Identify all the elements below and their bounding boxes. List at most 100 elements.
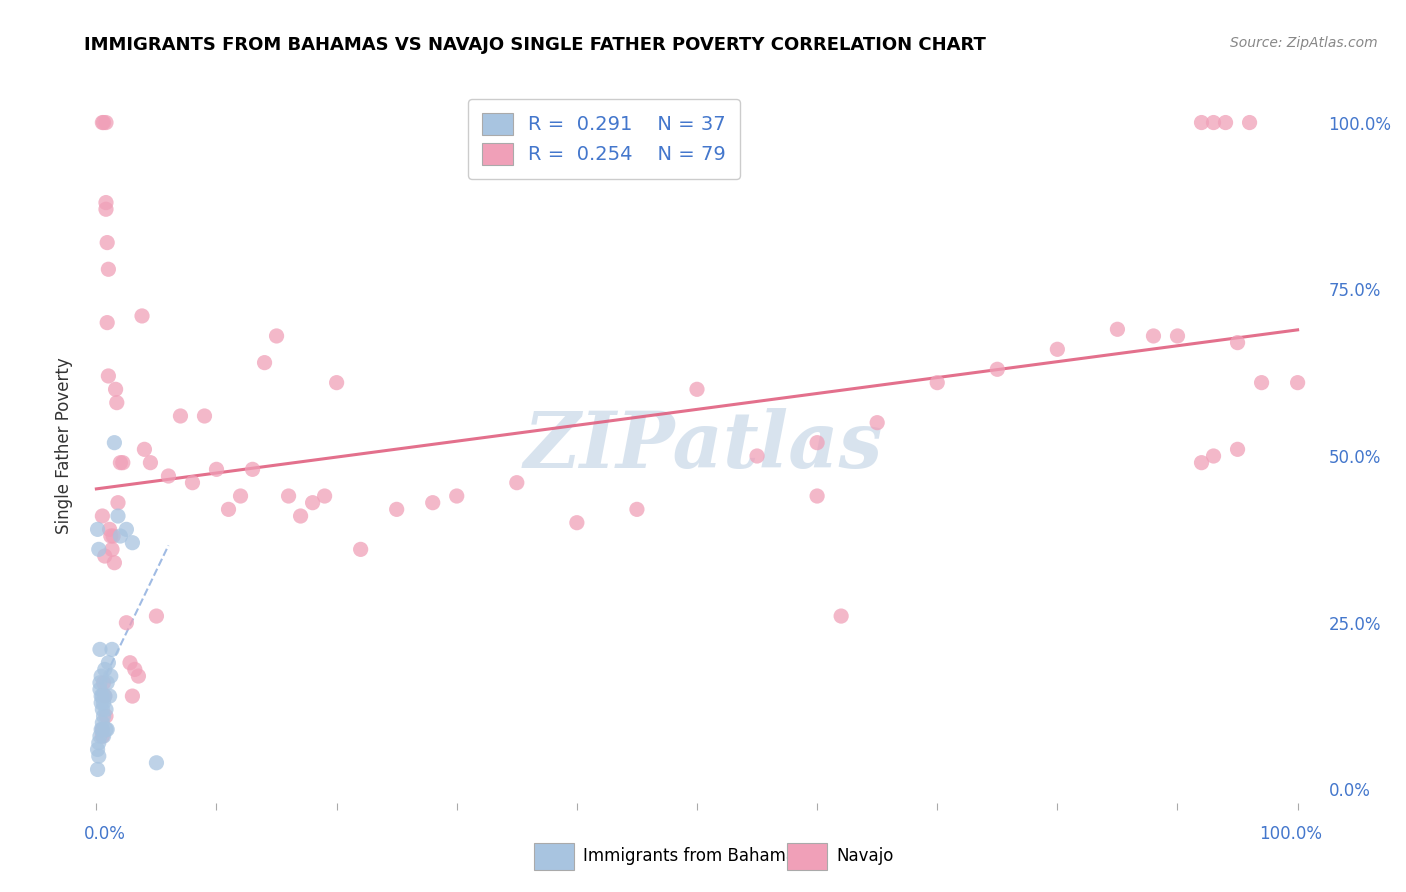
Point — [110, 529, 132, 543]
Point — [90, 723, 112, 737]
Point — [86, 742, 108, 756]
Point — [866, 416, 889, 430]
Point — [91, 509, 114, 524]
Point — [91, 689, 114, 703]
Point — [1046, 343, 1069, 357]
Point — [1250, 376, 1272, 390]
Point — [115, 522, 138, 536]
Point — [87, 542, 110, 557]
Point — [94, 723, 117, 737]
Point — [110, 456, 132, 470]
Point — [94, 549, 117, 563]
Point — [94, 689, 117, 703]
Point — [1239, 115, 1261, 129]
Point — [806, 435, 828, 450]
Point — [86, 522, 108, 536]
Point — [121, 689, 143, 703]
Point — [745, 449, 768, 463]
Y-axis label: Single Father Poverty: Single Father Poverty — [55, 358, 73, 534]
Point — [565, 516, 588, 530]
Point — [325, 376, 347, 390]
Point — [1226, 335, 1249, 350]
Point — [91, 723, 114, 737]
Point — [139, 456, 162, 470]
Point — [385, 502, 408, 516]
Point — [131, 309, 153, 323]
Point — [181, 475, 204, 490]
Point — [101, 542, 124, 557]
Text: 100.0%: 100.0% — [1258, 825, 1322, 843]
Point — [806, 489, 828, 503]
Text: Navajo: Navajo — [837, 847, 894, 865]
Point — [98, 522, 121, 536]
Point — [89, 675, 111, 690]
Point — [1286, 376, 1309, 390]
Point — [314, 489, 336, 503]
Point — [118, 656, 141, 670]
Point — [94, 115, 117, 129]
Point — [290, 509, 312, 524]
Legend: R =  0.291    N = 37, R =  0.254    N = 79: R = 0.291 N = 37, R = 0.254 N = 79 — [468, 99, 740, 178]
Point — [422, 496, 444, 510]
Point — [97, 262, 120, 277]
Point — [157, 469, 180, 483]
Point — [350, 542, 373, 557]
Point — [91, 115, 114, 129]
Point — [145, 756, 167, 770]
Point — [218, 502, 240, 516]
Point — [97, 656, 120, 670]
Point — [229, 489, 252, 503]
Point — [1191, 456, 1213, 470]
Point — [1215, 115, 1237, 129]
Point — [96, 723, 118, 737]
Point — [100, 529, 122, 543]
Point — [1107, 322, 1129, 336]
Point — [242, 462, 264, 476]
Point — [277, 489, 299, 503]
Point — [626, 502, 648, 516]
Point — [94, 202, 117, 217]
Point — [87, 736, 110, 750]
Point — [93, 729, 115, 743]
Point — [105, 395, 128, 409]
Point — [205, 462, 228, 476]
Point — [94, 662, 117, 676]
Point — [87, 749, 110, 764]
Point — [100, 669, 122, 683]
Point — [93, 696, 115, 710]
Text: Immigrants from Bahamas: Immigrants from Bahamas — [583, 847, 806, 865]
Point — [1191, 115, 1213, 129]
Point — [253, 356, 276, 370]
Point — [1202, 449, 1225, 463]
Point — [93, 675, 115, 690]
Point — [111, 456, 134, 470]
Point — [97, 368, 120, 383]
Point — [1202, 115, 1225, 129]
Point — [90, 689, 112, 703]
Point — [89, 642, 111, 657]
Point — [121, 535, 143, 549]
Point — [94, 195, 117, 210]
Point — [115, 615, 138, 630]
Point — [94, 702, 117, 716]
Point — [101, 642, 124, 657]
Point — [89, 682, 111, 697]
Point — [686, 382, 709, 396]
Point — [1142, 329, 1164, 343]
Point — [94, 709, 117, 723]
Point — [103, 529, 125, 543]
Point — [90, 696, 112, 710]
Point — [94, 689, 117, 703]
Point — [1226, 442, 1249, 457]
Text: Source: ZipAtlas.com: Source: ZipAtlas.com — [1230, 36, 1378, 50]
Point — [124, 662, 146, 676]
Point — [301, 496, 323, 510]
Point — [91, 723, 114, 737]
Point — [927, 376, 949, 390]
Point — [96, 316, 118, 330]
Point — [266, 329, 288, 343]
Text: IMMIGRANTS FROM BAHAMAS VS NAVAJO SINGLE FATHER POVERTY CORRELATION CHART: IMMIGRANTS FROM BAHAMAS VS NAVAJO SINGLE… — [84, 36, 986, 54]
Point — [91, 715, 114, 730]
Point — [145, 609, 167, 624]
Point — [830, 609, 852, 624]
